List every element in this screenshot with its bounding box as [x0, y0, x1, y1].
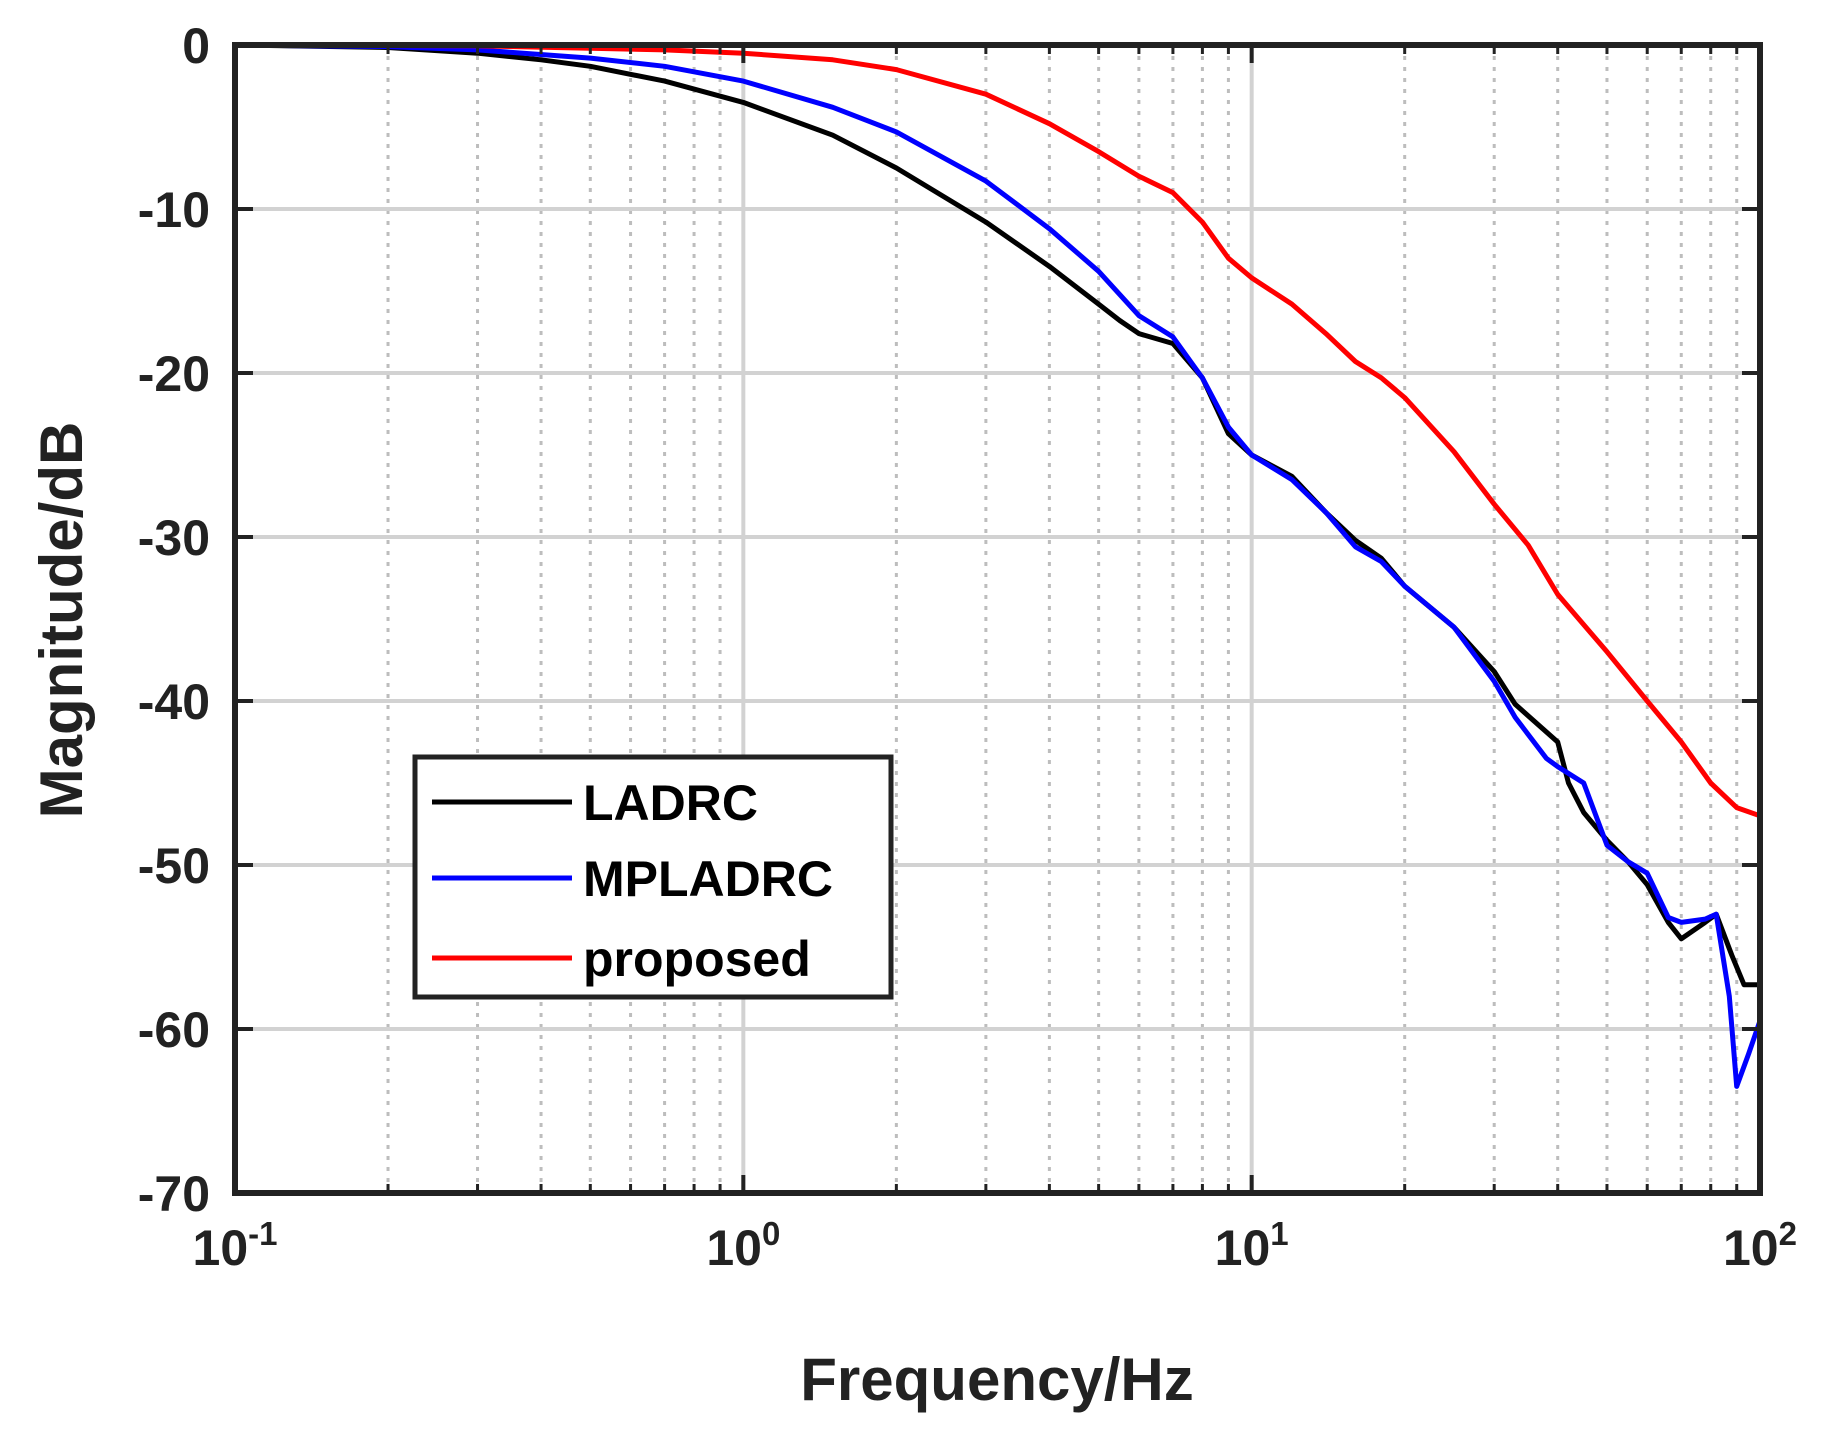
legend-label-ladrc: LADRC	[583, 775, 758, 831]
series-lines	[232, 42, 1763, 1089]
y-tick-label: -70	[138, 1166, 210, 1222]
plot-frame	[232, 42, 1763, 1196]
tick-labels: 10-1 100 101 102 0 -10 -20 -30 -40 -50 -60 -70	[138, 18, 1797, 1276]
legend-label-mpladrc: MPLADRC	[583, 851, 833, 907]
y-tick-label: -30	[138, 510, 210, 566]
legend: LADRC MPLADRC proposed	[412, 754, 894, 1000]
x-axis-label: Frequency/Hz	[800, 1346, 1193, 1413]
legend-label-proposed: proposed	[583, 931, 811, 987]
x-tick-label: 101	[1215, 1215, 1289, 1276]
x-tick-label: 10-1	[193, 1215, 278, 1276]
y-tick-label: -20	[138, 346, 210, 402]
x-tick-label: 102	[1723, 1215, 1797, 1276]
y-tick-label: -10	[138, 182, 210, 238]
y-axis-label: Magnitude/dB	[28, 422, 95, 819]
series-line-mpladrc	[232, 42, 1763, 1089]
y-tick-label: -60	[138, 1002, 210, 1058]
axis-ticks	[233, 43, 1762, 1195]
series-line-proposed	[232, 42, 1763, 819]
y-tick-label: 0	[182, 18, 210, 74]
plot-background	[235, 45, 1760, 1193]
y-tick-label: -50	[138, 838, 210, 894]
x-tick-label: 100	[706, 1215, 780, 1276]
y-tick-label: -40	[138, 674, 210, 730]
